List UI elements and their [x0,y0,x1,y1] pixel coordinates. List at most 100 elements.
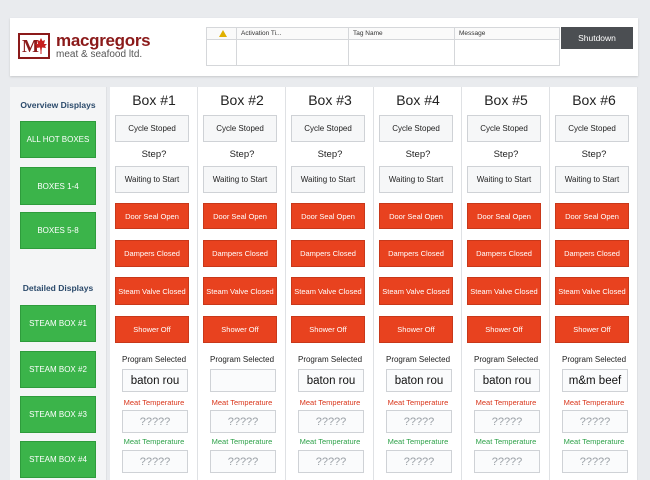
steam-temp-input[interactable]: ????? [562,450,628,473]
door-seal-button[interactable]: Door Seal Open [291,203,365,229]
alarm-header-tag[interactable]: Tag Name [349,28,454,40]
logo-tagline: meat & seafood ltd. [56,48,143,60]
program-input[interactable]: baton rou [386,369,452,392]
box-column-6: Box #6 Cycle Stoped Step? Waiting to Sta… [550,87,638,480]
box-column-2: Box #2 Cycle Stoped Step? Waiting to Sta… [198,87,286,480]
waiting-status-button[interactable]: Waiting to Start [555,166,629,193]
alarm-col-activation[interactable]: Activation Ti... [237,28,349,65]
steam-temp-label: Meat Temperature [563,437,625,446]
steam-valve-button[interactable]: Steam Valve Closed [555,277,629,305]
steam-valve-button[interactable]: Steam Valve Closed [203,277,277,305]
steam-box-3-button[interactable]: STEAM BOX #3 [20,396,96,433]
door-seal-button[interactable]: Door Seal Open [379,203,453,229]
box-title: Box #4 [396,92,440,108]
boxes-1-4-button[interactable]: BOXES 1-4 [20,167,96,205]
door-seal-button[interactable]: Door Seal Open [467,203,541,229]
step-label: Step? [141,149,167,160]
dampers-button[interactable]: Dampers Closed [203,240,277,267]
shower-button[interactable]: Shower Off [115,316,189,343]
dampers-button[interactable]: Dampers Closed [291,240,365,267]
steam-valve-button[interactable]: Steam Valve Closed [379,277,453,305]
meat-temp-label: Meat Temperature [211,398,273,407]
dampers-button[interactable]: Dampers Closed [379,240,453,267]
shutdown-button[interactable]: Shutdown [561,27,633,49]
steam-temp-input[interactable]: ????? [298,450,364,473]
waiting-status-button[interactable]: Waiting to Start [467,166,541,193]
shower-button[interactable]: Shower Off [555,316,629,343]
shower-button[interactable]: Shower Off [467,316,541,343]
all-hot-boxes-button[interactable]: ALL HOT BOXES [20,121,96,158]
program-input[interactable]: baton rou [122,369,188,392]
program-input[interactable]: baton rou [298,369,364,392]
meat-temp-input[interactable]: ????? [122,410,188,433]
waiting-status-button[interactable]: Waiting to Start [115,166,189,193]
detailed-displays-title: Detailed Displays [22,283,94,293]
cycle-status-button[interactable]: Cycle Stoped [203,115,277,142]
box-column-1: Box #1 Cycle Stoped Step? Waiting to Sta… [110,87,198,480]
door-seal-button[interactable]: Door Seal Open [203,203,277,229]
step-label: Step? [405,149,431,160]
step-label: Step? [493,149,519,160]
meat-temp-input[interactable]: ????? [474,410,540,433]
alarm-col-message[interactable]: Message [455,28,559,65]
steam-valve-button[interactable]: Steam Valve Closed [467,277,541,305]
waiting-status-button[interactable]: Waiting to Start [203,166,277,193]
meat-temp-input[interactable]: ????? [386,410,452,433]
steam-valve-button[interactable]: Steam Valve Closed [115,277,189,305]
door-seal-button[interactable]: Door Seal Open [555,203,629,229]
program-input[interactable] [210,369,276,392]
alarm-header-icon [207,28,236,40]
steam-temp-input[interactable]: ????? [386,450,452,473]
shower-button[interactable]: Shower Off [203,316,277,343]
dampers-button[interactable]: Dampers Closed [467,240,541,267]
dampers-button[interactable]: Dampers Closed [555,240,629,267]
door-seal-button[interactable]: Door Seal Open [115,203,189,229]
steam-box-4-button[interactable]: STEAM BOX #4 [20,441,96,478]
program-input[interactable]: baton rou [474,369,540,392]
box-column-3: Box #3 Cycle Stoped Step? Waiting to Sta… [286,87,374,480]
steam-valve-button[interactable]: Steam Valve Closed [291,277,365,305]
alarm-header-message[interactable]: Message [455,28,559,40]
steam-temp-input[interactable]: ????? [122,450,188,473]
header-bar: M macgregors meat & seafood ltd. Activat… [10,18,638,76]
step-label: Step? [581,149,607,160]
steam-temp-input[interactable]: ????? [474,450,540,473]
cycle-status-button[interactable]: Cycle Stoped [379,115,453,142]
cycle-status-button[interactable]: Cycle Stoped [291,115,365,142]
program-label: Program Selected [209,355,275,364]
cycle-status-button[interactable]: Cycle Stoped [467,115,541,142]
box-title: Box #2 [220,92,264,108]
steam-temp-input[interactable]: ????? [210,450,276,473]
alarm-table[interactable]: Activation Ti... Tag Name Message [206,27,560,66]
program-input[interactable]: m&m beef [562,369,628,392]
logo-letter: M [22,36,39,56]
shower-button[interactable]: Shower Off [379,316,453,343]
logo-mark: M [18,33,50,59]
meat-temp-label: Meat Temperature [123,398,185,407]
maple-leaf-icon [35,38,47,54]
step-label: Step? [229,149,255,160]
box-title: Box #3 [308,92,352,108]
waiting-status-button[interactable]: Waiting to Start [379,166,453,193]
meat-temp-input[interactable]: ????? [562,410,628,433]
steam-box-2-button[interactable]: STEAM BOX #2 [20,351,96,388]
cycle-status-button[interactable]: Cycle Stoped [115,115,189,142]
boxes-5-8-button[interactable]: BOXES 5-8 [20,212,96,249]
sidebar: Overview Displays ALL HOT BOXES BOXES 1-… [10,87,107,480]
meat-temp-input[interactable]: ????? [210,410,276,433]
alarm-col-tag[interactable]: Tag Name [349,28,455,65]
steam-temp-label: Meat Temperature [299,437,361,446]
logo-name: macgregors [56,30,151,50]
step-label: Step? [317,149,343,160]
shower-button[interactable]: Shower Off [291,316,365,343]
steam-box-1-button[interactable]: STEAM BOX #1 [20,305,96,342]
dampers-button[interactable]: Dampers Closed [115,240,189,267]
steam-temp-label: Meat Temperature [475,437,537,446]
waiting-status-button[interactable]: Waiting to Start [291,166,365,193]
cycle-status-button[interactable]: Cycle Stoped [555,115,629,142]
meat-temp-input[interactable]: ????? [298,410,364,433]
alarm-header-activation[interactable]: Activation Ti... [237,28,348,40]
box-column-5: Box #5 Cycle Stoped Step? Waiting to Sta… [462,87,550,480]
company-logo: M macgregors meat & seafood ltd. [18,30,151,61]
meat-temp-label: Meat Temperature [387,398,449,407]
